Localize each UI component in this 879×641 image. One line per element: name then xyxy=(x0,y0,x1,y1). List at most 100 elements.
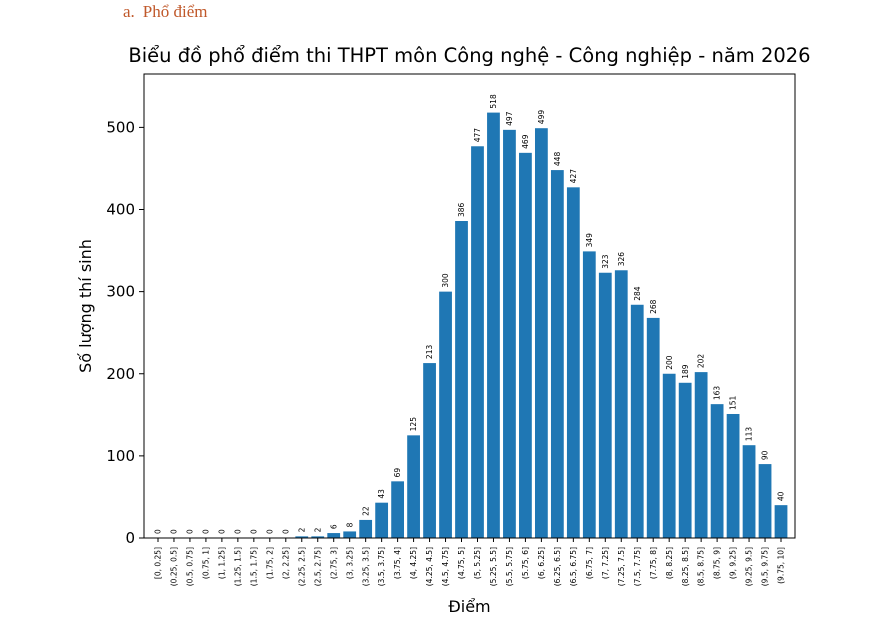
bar xyxy=(534,128,548,538)
bar-value-label: 477 xyxy=(473,128,482,143)
bars-group xyxy=(295,112,788,539)
bar-value-label: 6 xyxy=(329,524,338,529)
y-axis: 0 100 200 300 400 500 xyxy=(106,118,144,547)
x-axis: [0, 0.25] (0.25, 0.5] (0.5, 0.75] (0.75, 1]… xyxy=(154,538,786,586)
bar xyxy=(598,272,612,538)
x-tick-label: (2, 2.25] xyxy=(281,547,290,579)
bar xyxy=(726,413,740,538)
section-title: Phổ điểm xyxy=(142,2,208,21)
x-tick-label: (1, 1.25] xyxy=(217,547,226,579)
bar xyxy=(359,519,373,538)
bar-value-label: 268 xyxy=(649,299,658,314)
bar-value-label: 151 xyxy=(729,395,738,410)
bar-value-label: 0 xyxy=(217,529,226,534)
x-tick-label: (9.5, 9.75] xyxy=(761,547,770,586)
bar-value-label: 469 xyxy=(521,134,530,149)
y-tick-label: 500 xyxy=(106,118,135,136)
bar xyxy=(582,251,596,538)
bar-value-label: 200 xyxy=(665,355,674,370)
x-tick-label: (1.75, 2] xyxy=(265,547,274,579)
x-axis-label: Điểm xyxy=(448,597,490,616)
bar-value-label: 213 xyxy=(425,345,434,360)
bar-value-label: 0 xyxy=(170,529,179,534)
x-tick-label: (2.75, 3] xyxy=(329,547,338,579)
x-tick-label: (2.5, 2.75] xyxy=(313,547,322,586)
bar-value-label: 0 xyxy=(202,529,211,534)
x-tick-label: (5.75, 6] xyxy=(521,547,530,579)
bar-value-label: 284 xyxy=(633,286,642,301)
bar-value-label: 448 xyxy=(553,152,562,167)
x-tick-label: (7.25, 7.5] xyxy=(617,547,626,586)
bar xyxy=(758,464,772,538)
x-tick-label: (6.5, 6.75] xyxy=(569,547,578,586)
bar xyxy=(327,533,341,538)
bar xyxy=(630,304,644,538)
bar-value-label: 386 xyxy=(457,202,466,217)
bar-value-label: 499 xyxy=(537,110,546,125)
bar xyxy=(662,373,676,538)
bar xyxy=(471,146,484,538)
x-tick-label: (5.25, 5.5] xyxy=(489,547,498,586)
bar-value-label: 323 xyxy=(601,254,610,269)
bar-value-label: 0 xyxy=(186,529,195,534)
bar-labels-group: 0 0 0 0 0 0 0 0 0 2 26 8224369125213300386477518497… xyxy=(154,94,786,534)
bar xyxy=(407,435,420,538)
x-tick-label: (7.75, 8] xyxy=(649,547,658,579)
x-tick-label: (4, 4.25] xyxy=(409,547,418,579)
bar xyxy=(311,536,325,538)
bar-value-label: 40 xyxy=(777,491,786,501)
bar-value-label: 163 xyxy=(713,386,722,401)
x-tick-label: (3.5, 3.75] xyxy=(377,547,386,586)
x-tick-label: (4.25, 4.5] xyxy=(425,547,434,586)
x-tick-label: (7.5, 7.75] xyxy=(633,547,642,586)
bar-value-label: 8 xyxy=(345,522,354,527)
y-tick-label: 300 xyxy=(106,283,135,301)
y-tick-label: 0 xyxy=(125,529,135,547)
x-tick-label: (8.75, 9] xyxy=(713,547,722,579)
bar-value-label: 300 xyxy=(441,273,450,288)
bar-value-label: 427 xyxy=(569,169,578,184)
bar-value-label: 2 xyxy=(297,527,306,532)
x-tick-label: (1.5, 1.75] xyxy=(249,547,258,586)
bar xyxy=(646,317,660,538)
bar xyxy=(391,481,405,538)
bar-value-label: 189 xyxy=(681,364,690,379)
x-tick-label: (2.25, 2.5] xyxy=(297,547,306,586)
x-tick-label: (5.5, 5.75] xyxy=(505,547,514,586)
bar-value-label: 125 xyxy=(409,417,418,432)
bar-value-label: 69 xyxy=(393,468,402,478)
x-tick-label: (7, 7.25] xyxy=(601,547,610,579)
x-tick-label: (8, 8.25] xyxy=(665,547,674,579)
x-tick-label: (9, 9.25] xyxy=(729,547,738,579)
x-tick-label: (9.75, 10] xyxy=(777,547,786,584)
bar-value-label: 0 xyxy=(281,529,290,534)
chart-title: Biểu đồ phổ điểm thi THPT môn Công nghệ … xyxy=(128,44,811,67)
bar-value-label: 90 xyxy=(761,450,770,460)
bar xyxy=(710,404,724,538)
bar xyxy=(550,170,564,538)
y-axis-label: Số lượng thí sinh xyxy=(76,239,95,373)
bar-value-label: 349 xyxy=(585,233,594,248)
bar-value-label: 518 xyxy=(489,94,498,109)
x-tick-label: (0.5, 0.75] xyxy=(186,547,195,586)
y-tick-label: 400 xyxy=(106,201,135,219)
x-tick-label: (6.75, 7] xyxy=(585,547,594,579)
bar-value-label: 0 xyxy=(154,529,163,534)
bar-value-label: 2 xyxy=(313,527,322,532)
x-tick-label: [0, 0.25] xyxy=(154,547,163,579)
bar xyxy=(694,372,708,538)
bar xyxy=(614,270,628,538)
x-tick-label: (4.5, 4.75] xyxy=(441,547,450,586)
x-tick-label: (4.75, 5] xyxy=(457,547,466,579)
x-tick-label: (6, 6.25] xyxy=(537,547,546,579)
x-tick-label: (3.75, 4] xyxy=(393,547,402,579)
bar xyxy=(566,187,580,538)
y-tick-label: 200 xyxy=(106,365,135,383)
bar-value-label: 497 xyxy=(505,111,514,126)
x-tick-label: (3.25, 3.5] xyxy=(361,547,370,586)
bar-value-label: 0 xyxy=(249,529,258,534)
bar xyxy=(439,291,452,538)
bar-value-label: 43 xyxy=(377,489,386,499)
x-tick-label: (0.75, 1] xyxy=(202,547,211,579)
